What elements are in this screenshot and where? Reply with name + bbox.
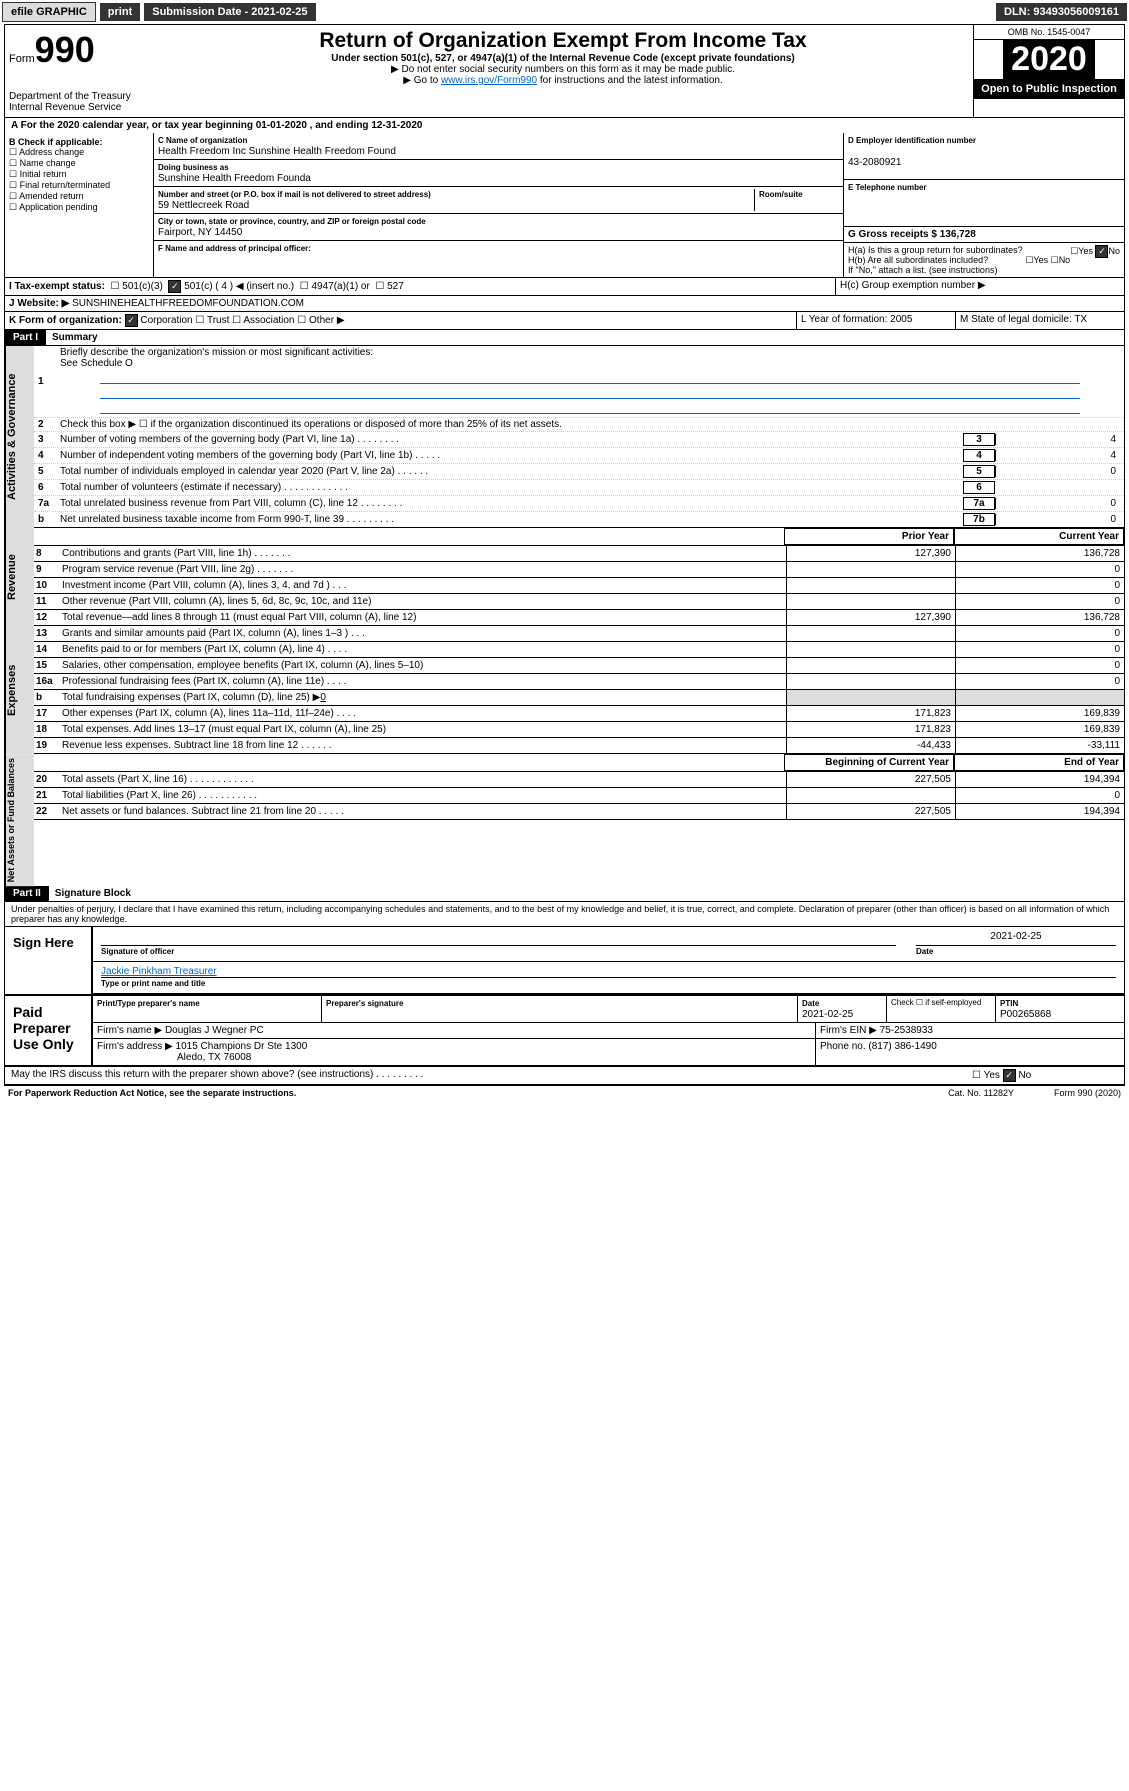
perjury-statement: Under penalties of perjury, I declare th…	[5, 902, 1124, 927]
tax-period: A For the 2020 calendar year, or tax yea…	[5, 118, 1124, 133]
section-b-through-m: B Check if applicable: ☐ Address change☐…	[5, 133, 1124, 278]
firm-name: Douglas J Wegner PC	[165, 1025, 264, 1036]
org-name: Health Freedom Inc Sunshine Health Freed…	[158, 146, 396, 157]
expenses-label: Expenses	[5, 626, 34, 754]
website: SUNSHINEHEALTHFREEDOMFOUNDATION.COM	[69, 298, 304, 309]
subtitle-2: ▶ Do not enter social security numbers o…	[157, 64, 969, 75]
principal-officer-label: F Name and address of principal officer:	[158, 244, 311, 253]
top-bar: efile GRAPHIC print Submission Date - 20…	[0, 0, 1129, 24]
ptin: P00265868	[1000, 1009, 1051, 1020]
sign-date: 2021-02-25	[916, 931, 1116, 946]
officer-name[interactable]: Jackie Pinkham Treasurer	[101, 966, 217, 977]
pra-notice: For Paperwork Reduction Act Notice, see …	[8, 1088, 296, 1098]
omb-number: OMB No. 1545-0047	[974, 25, 1124, 40]
telephone-label: E Telephone number	[848, 183, 927, 192]
activities-governance-label: Activities & Governance	[5, 346, 34, 528]
form-label: Form	[9, 53, 35, 65]
form-container: Form990 Department of the Treasury Inter…	[4, 24, 1125, 1086]
discuss-question: May the IRS discuss this return with the…	[5, 1067, 970, 1084]
firm-phone: (817) 386-1490	[868, 1041, 936, 1052]
sign-here-label: Sign Here	[5, 927, 91, 994]
dba: Sunshine Health Freedom Founda	[158, 173, 311, 184]
group-return: H(a) Is this a group return for subordin…	[844, 243, 1124, 277]
line-7a-value: 0	[995, 498, 1120, 509]
part-1-header: Part I	[5, 330, 46, 345]
submission-date: Submission Date - 2021-02-25	[144, 3, 315, 21]
tax-exempt-status: I Tax-exempt status: ☐ 501(c)(3) ✓ 501(c…	[5, 278, 836, 295]
net-assets-label: Net Assets or Fund Balances	[5, 754, 34, 886]
form-header: Form990 Department of the Treasury Inter…	[5, 25, 1124, 118]
form-of-org: K Form of organization: ✓ Corporation ☐ …	[5, 312, 797, 329]
open-inspection: Open to Public Inspection	[974, 79, 1124, 99]
firm-ein: 75-2538933	[880, 1025, 933, 1036]
print-button[interactable]: print	[100, 3, 140, 21]
paid-preparer-label: Paid Preparer Use Only	[5, 996, 91, 1065]
line-3-value: 4	[995, 434, 1120, 445]
subtitle-1: Under section 501(c), 527, or 4947(a)(1)…	[157, 53, 969, 64]
city-state-zip: Fairport, NY 14450	[158, 227, 242, 238]
irs-label: Internal Revenue Service	[9, 102, 149, 113]
efile-badge: efile GRAPHIC	[2, 2, 96, 22]
ein: 43-2080921	[848, 157, 901, 168]
tax-year: 2020	[1003, 40, 1095, 79]
street-address: 59 Nettlecreek Road	[158, 200, 249, 211]
firm-address: 1015 Champions Dr Ste 1300	[176, 1041, 308, 1052]
revenue-label: Revenue	[5, 528, 34, 626]
dln: DLN: 93493056009161	[996, 3, 1127, 21]
form-footer: Form 990 (2020)	[1054, 1088, 1121, 1098]
part-2-header: Part II	[5, 886, 49, 901]
catalog-number: Cat. No. 11282Y	[948, 1088, 1014, 1098]
group-exemption: H(c) Group exemption number ▶	[836, 278, 1124, 295]
line-7b-value: 0	[995, 514, 1120, 525]
year-formation: L Year of formation: 2005	[797, 312, 956, 329]
line-4-value: 4	[995, 450, 1120, 461]
form-title: Return of Organization Exempt From Incom…	[157, 29, 969, 53]
check-applicable: B Check if applicable: ☐ Address change☐…	[5, 133, 154, 277]
form-number: 990	[35, 29, 95, 70]
prep-date: 2021-02-25	[802, 1009, 853, 1020]
instructions-link[interactable]: www.irs.gov/Form990	[441, 75, 537, 86]
mission-text: See Schedule O	[60, 358, 133, 369]
dept-label: Department of the Treasury	[9, 91, 149, 102]
line-5-value: 0	[995, 466, 1120, 477]
state-domicile: M State of legal domicile: TX	[956, 312, 1124, 329]
gross-receipts: G Gross receipts $ 136,728	[848, 229, 976, 240]
